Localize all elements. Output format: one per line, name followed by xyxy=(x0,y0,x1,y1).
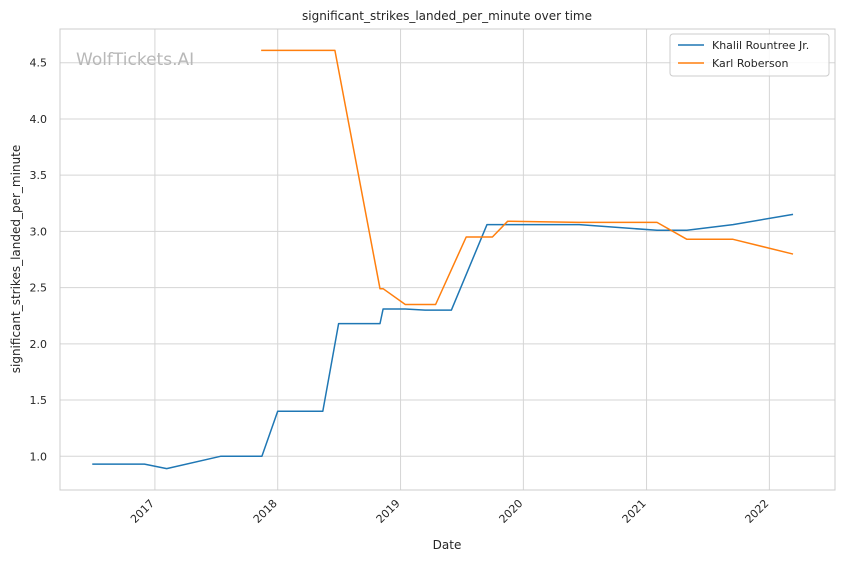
legend-entry: Karl Roberson xyxy=(712,57,788,70)
series-lines xyxy=(92,49,794,470)
y-axis-label: significant_strikes_landed_per_minute xyxy=(9,145,23,374)
series-line-0 xyxy=(92,213,794,470)
y-axis-ticks: 1.0 1.5 2.0 2.5 3.0 3.5 4.0 4.5 xyxy=(30,57,48,464)
y-tick-label: 4.5 xyxy=(30,57,48,70)
x-tick-label: 2021 xyxy=(620,497,649,526)
series-line-1 xyxy=(261,49,794,306)
y-tick-label: 2.5 xyxy=(30,282,48,295)
y-tick-label: 3.5 xyxy=(30,169,48,182)
x-axis-label: Date xyxy=(433,538,462,552)
legend-box xyxy=(669,33,830,77)
y-tick-label: 3.0 xyxy=(30,225,48,238)
x-tick-label: 2022 xyxy=(743,497,772,526)
x-tick-label: 2019 xyxy=(374,497,403,526)
y-tick-label: 4.0 xyxy=(30,113,48,126)
chart-title: significant_strikes_landed_per_minute ov… xyxy=(302,9,592,23)
plot-area xyxy=(59,28,836,491)
y-tick-label: 1.5 xyxy=(30,394,48,407)
x-tick-label: 2020 xyxy=(497,497,526,526)
y-tick-label: 2.0 xyxy=(30,338,48,351)
grid-lines xyxy=(60,29,835,490)
y-tick-label: 1.0 xyxy=(30,450,48,463)
x-tick-label: 2018 xyxy=(251,497,280,526)
watermark-text: WolfTickets.AI xyxy=(76,50,194,70)
x-tick-label: 2017 xyxy=(128,497,157,526)
legend-entry: Khalil Rountree Jr. xyxy=(712,39,809,52)
legend: Khalil Rountree Jr. Karl Roberson xyxy=(669,33,830,77)
x-axis-ticks: 2017 2018 2019 2020 2021 2022 xyxy=(128,497,771,526)
